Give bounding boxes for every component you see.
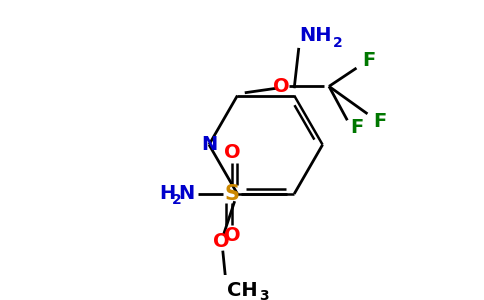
- Text: 3: 3: [259, 290, 269, 300]
- Text: 2: 2: [333, 36, 343, 50]
- Text: O: O: [212, 232, 229, 251]
- Text: O: O: [224, 226, 240, 244]
- Text: F: F: [350, 118, 363, 137]
- Text: CH: CH: [227, 280, 257, 299]
- Text: S: S: [225, 184, 240, 204]
- Text: NH: NH: [299, 26, 332, 46]
- Text: 2: 2: [172, 193, 182, 207]
- Text: H: H: [160, 184, 176, 203]
- Text: N: N: [201, 135, 217, 154]
- Text: F: F: [373, 112, 386, 131]
- Text: N: N: [178, 184, 194, 203]
- Text: O: O: [224, 143, 240, 162]
- Text: O: O: [273, 77, 290, 96]
- Text: F: F: [362, 51, 375, 70]
